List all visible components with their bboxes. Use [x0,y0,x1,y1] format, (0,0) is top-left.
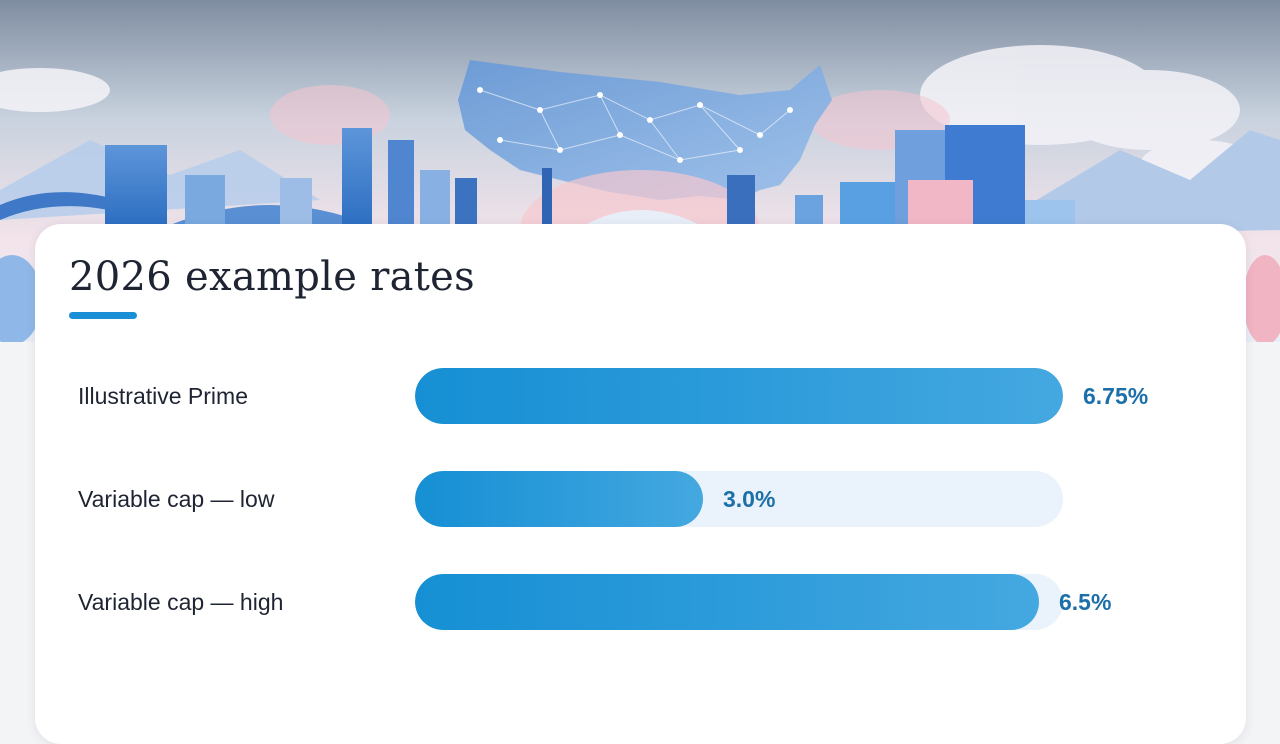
bar-track [415,368,1063,424]
value-label: 6.5% [1059,589,1112,615]
bar-fill [415,368,1063,424]
title-accent-underline [69,312,137,319]
bar-fill [415,471,703,527]
bar-track [415,574,1063,630]
row-label: Variable cap — high [78,589,284,615]
bar-track [415,471,1063,527]
card-title: 2026 example rates [69,254,475,300]
value-label: 3.0% [723,486,776,512]
row-label: Illustrative Prime [78,383,248,409]
value-label: 6.75% [1083,383,1149,409]
rates-card: 2026 example rates Illustrative Prime 6.7… [35,224,1246,744]
bar-fill [415,574,1039,630]
row-label: Variable cap — low [78,486,275,512]
